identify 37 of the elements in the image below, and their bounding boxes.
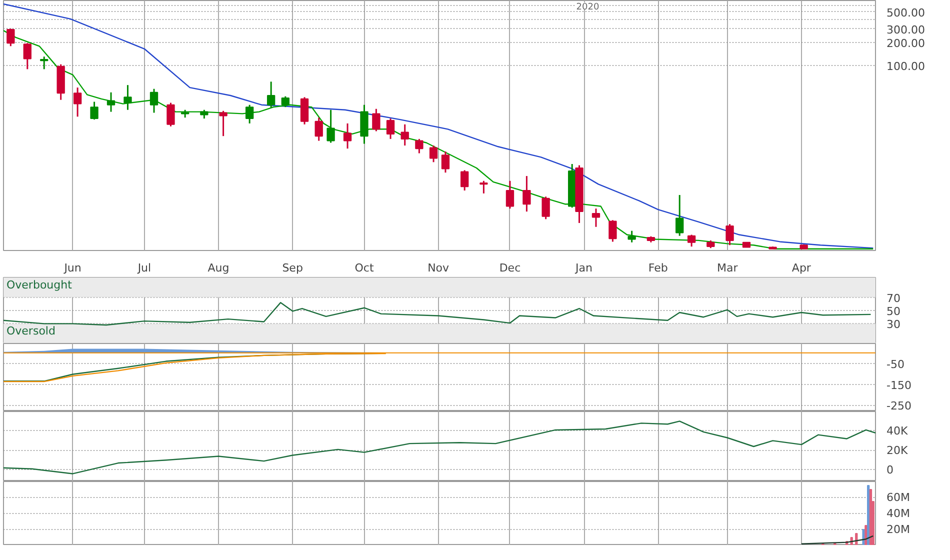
y-tick-label: 100.00 xyxy=(886,60,925,74)
x-tick-label: Nov xyxy=(428,262,450,274)
y-tick-label: 20K xyxy=(886,444,908,457)
x-tick-label: Apr xyxy=(792,262,812,274)
candlestick xyxy=(124,84,132,111)
line-series xyxy=(800,535,874,544)
band-label: Overbought xyxy=(6,278,73,292)
y-tick-label: 500.00 xyxy=(886,6,925,20)
line-series xyxy=(4,420,876,474)
y-tick-label: 200.00 xyxy=(886,36,925,50)
x-tick-label: Mar xyxy=(717,262,738,274)
y-tick-label: -250 xyxy=(886,400,912,413)
y-tick-label: 40K xyxy=(886,424,908,438)
y-tick-label: 50 xyxy=(886,305,900,318)
x-tick-label: Jan xyxy=(574,262,593,274)
y-tick-label: 30 xyxy=(886,318,900,332)
y-tick-label: 300.00 xyxy=(886,23,925,36)
y-tick-label: 70 xyxy=(886,292,900,305)
y-tick-label: 60M xyxy=(886,491,910,504)
y-tick-label: 40M xyxy=(886,507,910,520)
y-tick-label: -50 xyxy=(886,358,904,371)
x-tick-label: Dec xyxy=(499,262,521,274)
x-tick-label: Feb xyxy=(648,262,668,274)
x-tick-label: Oct xyxy=(354,262,374,274)
y-tick-label: -150 xyxy=(886,378,912,392)
candlestick xyxy=(768,246,777,250)
x-tick-label: Sep xyxy=(282,262,303,274)
candlestick xyxy=(800,244,808,250)
x-tick-label: Aug xyxy=(208,262,230,274)
x-tick-label: Jul xyxy=(136,262,152,274)
x-tick-label: Jun xyxy=(63,262,82,274)
band-label: Oversold xyxy=(6,324,56,338)
line-series xyxy=(4,302,872,326)
annotation: 2020 xyxy=(576,2,600,12)
candlestick xyxy=(742,242,751,248)
y-tick-label: 20M xyxy=(886,523,910,536)
y-tick-label: 0 xyxy=(886,463,894,476)
